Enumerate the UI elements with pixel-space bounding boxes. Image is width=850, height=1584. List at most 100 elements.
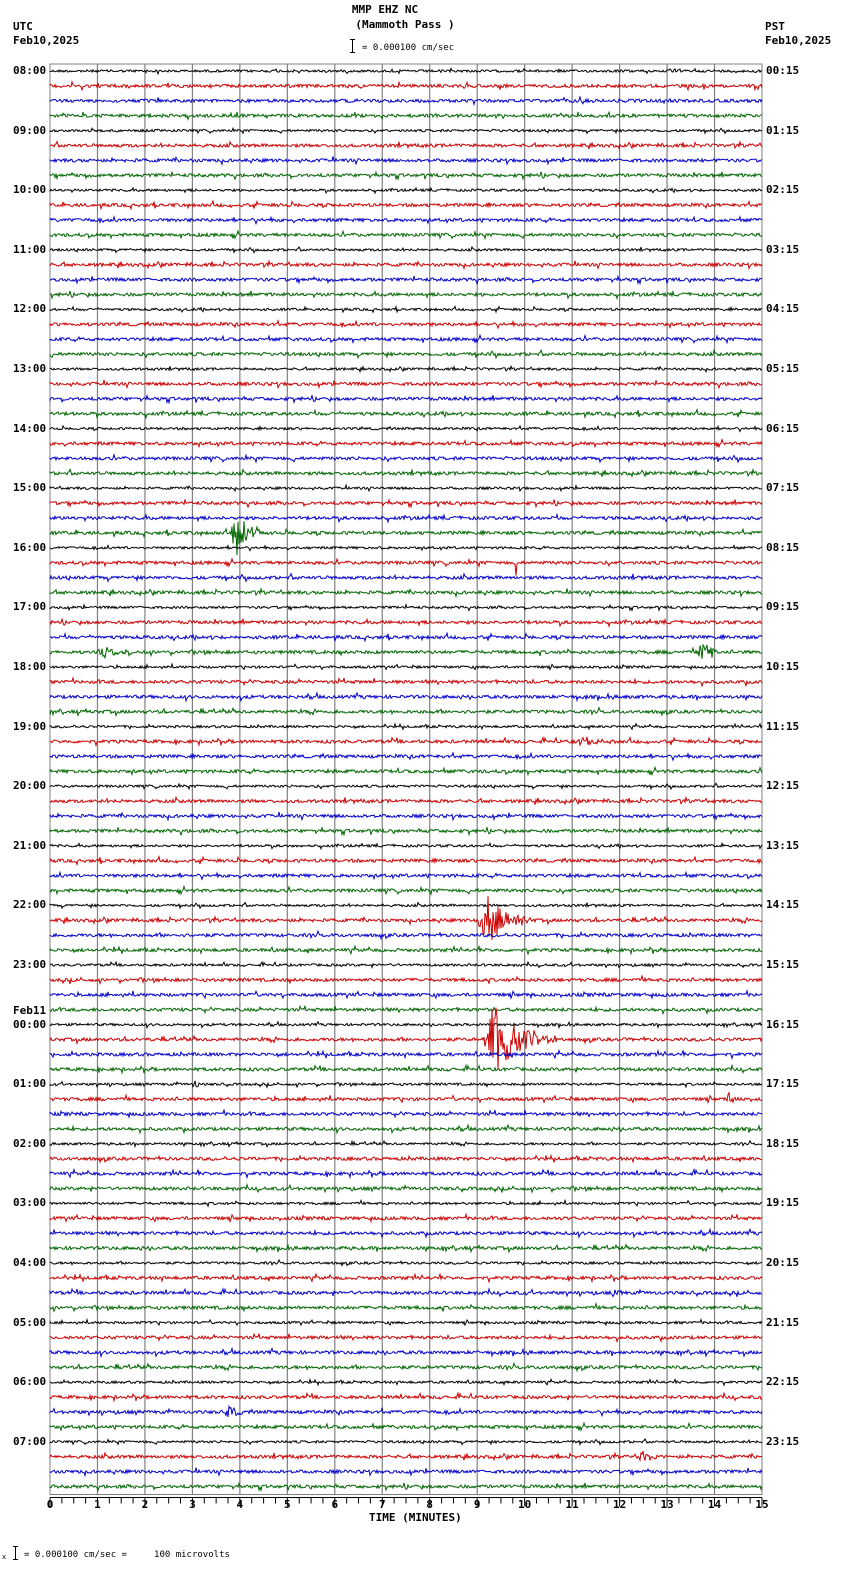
pst-hour-label: 03:15: [766, 242, 800, 256]
pst-hour-label: 07:15: [766, 481, 800, 495]
trace-row: [49, 1123, 763, 1135]
pst-hour-label: 11:15: [766, 719, 800, 733]
trace-row: [49, 901, 763, 910]
trace-row: [49, 782, 763, 791]
right-date: Feb10,2025: [765, 34, 832, 47]
trace-row: [49, 126, 763, 135]
utc-hour-label: 13:00: [13, 362, 47, 375]
trace-row: [49, 617, 763, 629]
trace-row: [49, 974, 763, 986]
pst-hour-label: 23:15: [766, 1434, 800, 1448]
trace-row: [49, 1272, 763, 1284]
trace-row: [49, 841, 763, 851]
trace-row: [49, 393, 763, 405]
trace-row: [49, 289, 763, 301]
pst-hour-label: 06:15: [766, 421, 800, 435]
trace-row: [49, 960, 763, 969]
trace-row: [49, 1450, 763, 1463]
trace-row: [49, 884, 763, 896]
pst-hour-label: 16:15: [766, 1017, 800, 1031]
trace-row: [49, 453, 763, 464]
trace-row: [49, 1007, 763, 1070]
pst-hour-label: 19:15: [766, 1196, 800, 1210]
trace-row: [49, 1437, 763, 1447]
x-tick-label: 10: [518, 1498, 532, 1511]
trace-row: [49, 199, 763, 211]
trace-row: [49, 825, 763, 837]
utc-hour-label: 20:00: [13, 779, 47, 793]
x-tick-label: 4: [236, 1498, 244, 1511]
station-location: (Mammoth Pass ): [355, 18, 455, 31]
pst-hour-label: 09:15: [766, 600, 800, 614]
trace-row: [49, 170, 763, 182]
trace-row: [49, 1287, 763, 1298]
trace-row: [49, 1091, 763, 1105]
pst-hour-label: 12:15: [766, 779, 800, 793]
x-tick-label: 3: [189, 1498, 196, 1511]
trace-row: [49, 229, 763, 241]
utc-hour-label: 10:00: [13, 183, 47, 197]
x-tick-label: 12: [612, 1498, 627, 1511]
utc-hour-label: 23:00: [13, 958, 47, 971]
right-timezone: PST: [765, 20, 785, 33]
x-tick-label: 8: [426, 1498, 434, 1511]
trace-row: [49, 765, 763, 777]
utc-hour-label: 00:00: [13, 1017, 47, 1031]
trace-row: [49, 1198, 763, 1208]
x-tick-label: 11: [565, 1498, 579, 1511]
trace-row: [50, 735, 763, 748]
utc-hour-label: 04:00: [13, 1256, 47, 1269]
trace-row: [49, 676, 763, 688]
trace-row: [49, 895, 763, 940]
trace-row: [49, 1108, 763, 1120]
trace-row: [49, 691, 763, 703]
x-tick-label: 6: [331, 1498, 339, 1511]
x-tick-label: 14: [707, 1498, 722, 1511]
trace-row: [49, 408, 763, 420]
trace-row: [49, 95, 763, 107]
trace-row: [49, 811, 763, 822]
utc-hour-label: 22:00: [13, 898, 47, 912]
trace-row: [49, 1227, 763, 1240]
utc-hour-label: 17:00: [13, 600, 47, 614]
trace-row: [49, 855, 763, 867]
x-tick-label: 15: [755, 1498, 769, 1511]
trace-row: [49, 333, 763, 345]
trace-row: [49, 1258, 763, 1268]
trace-row: [49, 348, 763, 360]
utc-hour-label: 16:00: [13, 540, 47, 554]
trace-row: [49, 1182, 763, 1194]
trace-row: [49, 1467, 763, 1478]
trace-row: [49, 662, 763, 671]
trace-row: [49, 110, 763, 121]
x-tick-label: 9: [473, 1498, 481, 1511]
trace-row: [49, 751, 763, 762]
pst-hour-label: 15:15: [766, 958, 800, 971]
pst-hour-label: 14:15: [766, 898, 800, 912]
trace-row: [49, 557, 763, 576]
trace-row: [49, 1020, 763, 1030]
pst-hour-label: 00:15: [766, 64, 800, 77]
trace-row: [49, 1212, 763, 1224]
trace-row: [49, 274, 763, 286]
utc-hour-label: 07:00: [13, 1434, 47, 1448]
trace-row: [49, 587, 763, 599]
trace-row: [49, 1153, 763, 1164]
pst-hour-label: 08:15: [766, 540, 800, 554]
trace-row: [49, 1346, 763, 1359]
trace-row: [49, 1404, 763, 1418]
trace-row: [49, 259, 763, 271]
pst-hour-label: 01:15: [766, 123, 800, 137]
trace-row: [49, 870, 763, 881]
pst-hour-label: 13:15: [766, 838, 800, 852]
trace-row: [49, 483, 763, 493]
trace-row: [49, 603, 763, 612]
date-change-label: Feb11: [13, 1003, 47, 1017]
x-axis-label: TIME (MINUTES): [369, 1511, 462, 1524]
trace-row: [49, 643, 763, 660]
trace-row: [49, 245, 763, 255]
footer-scale-icon: x: [2, 1545, 18, 1561]
utc-hour-label: 14:00: [13, 421, 47, 435]
trace-row: [49, 1391, 763, 1403]
